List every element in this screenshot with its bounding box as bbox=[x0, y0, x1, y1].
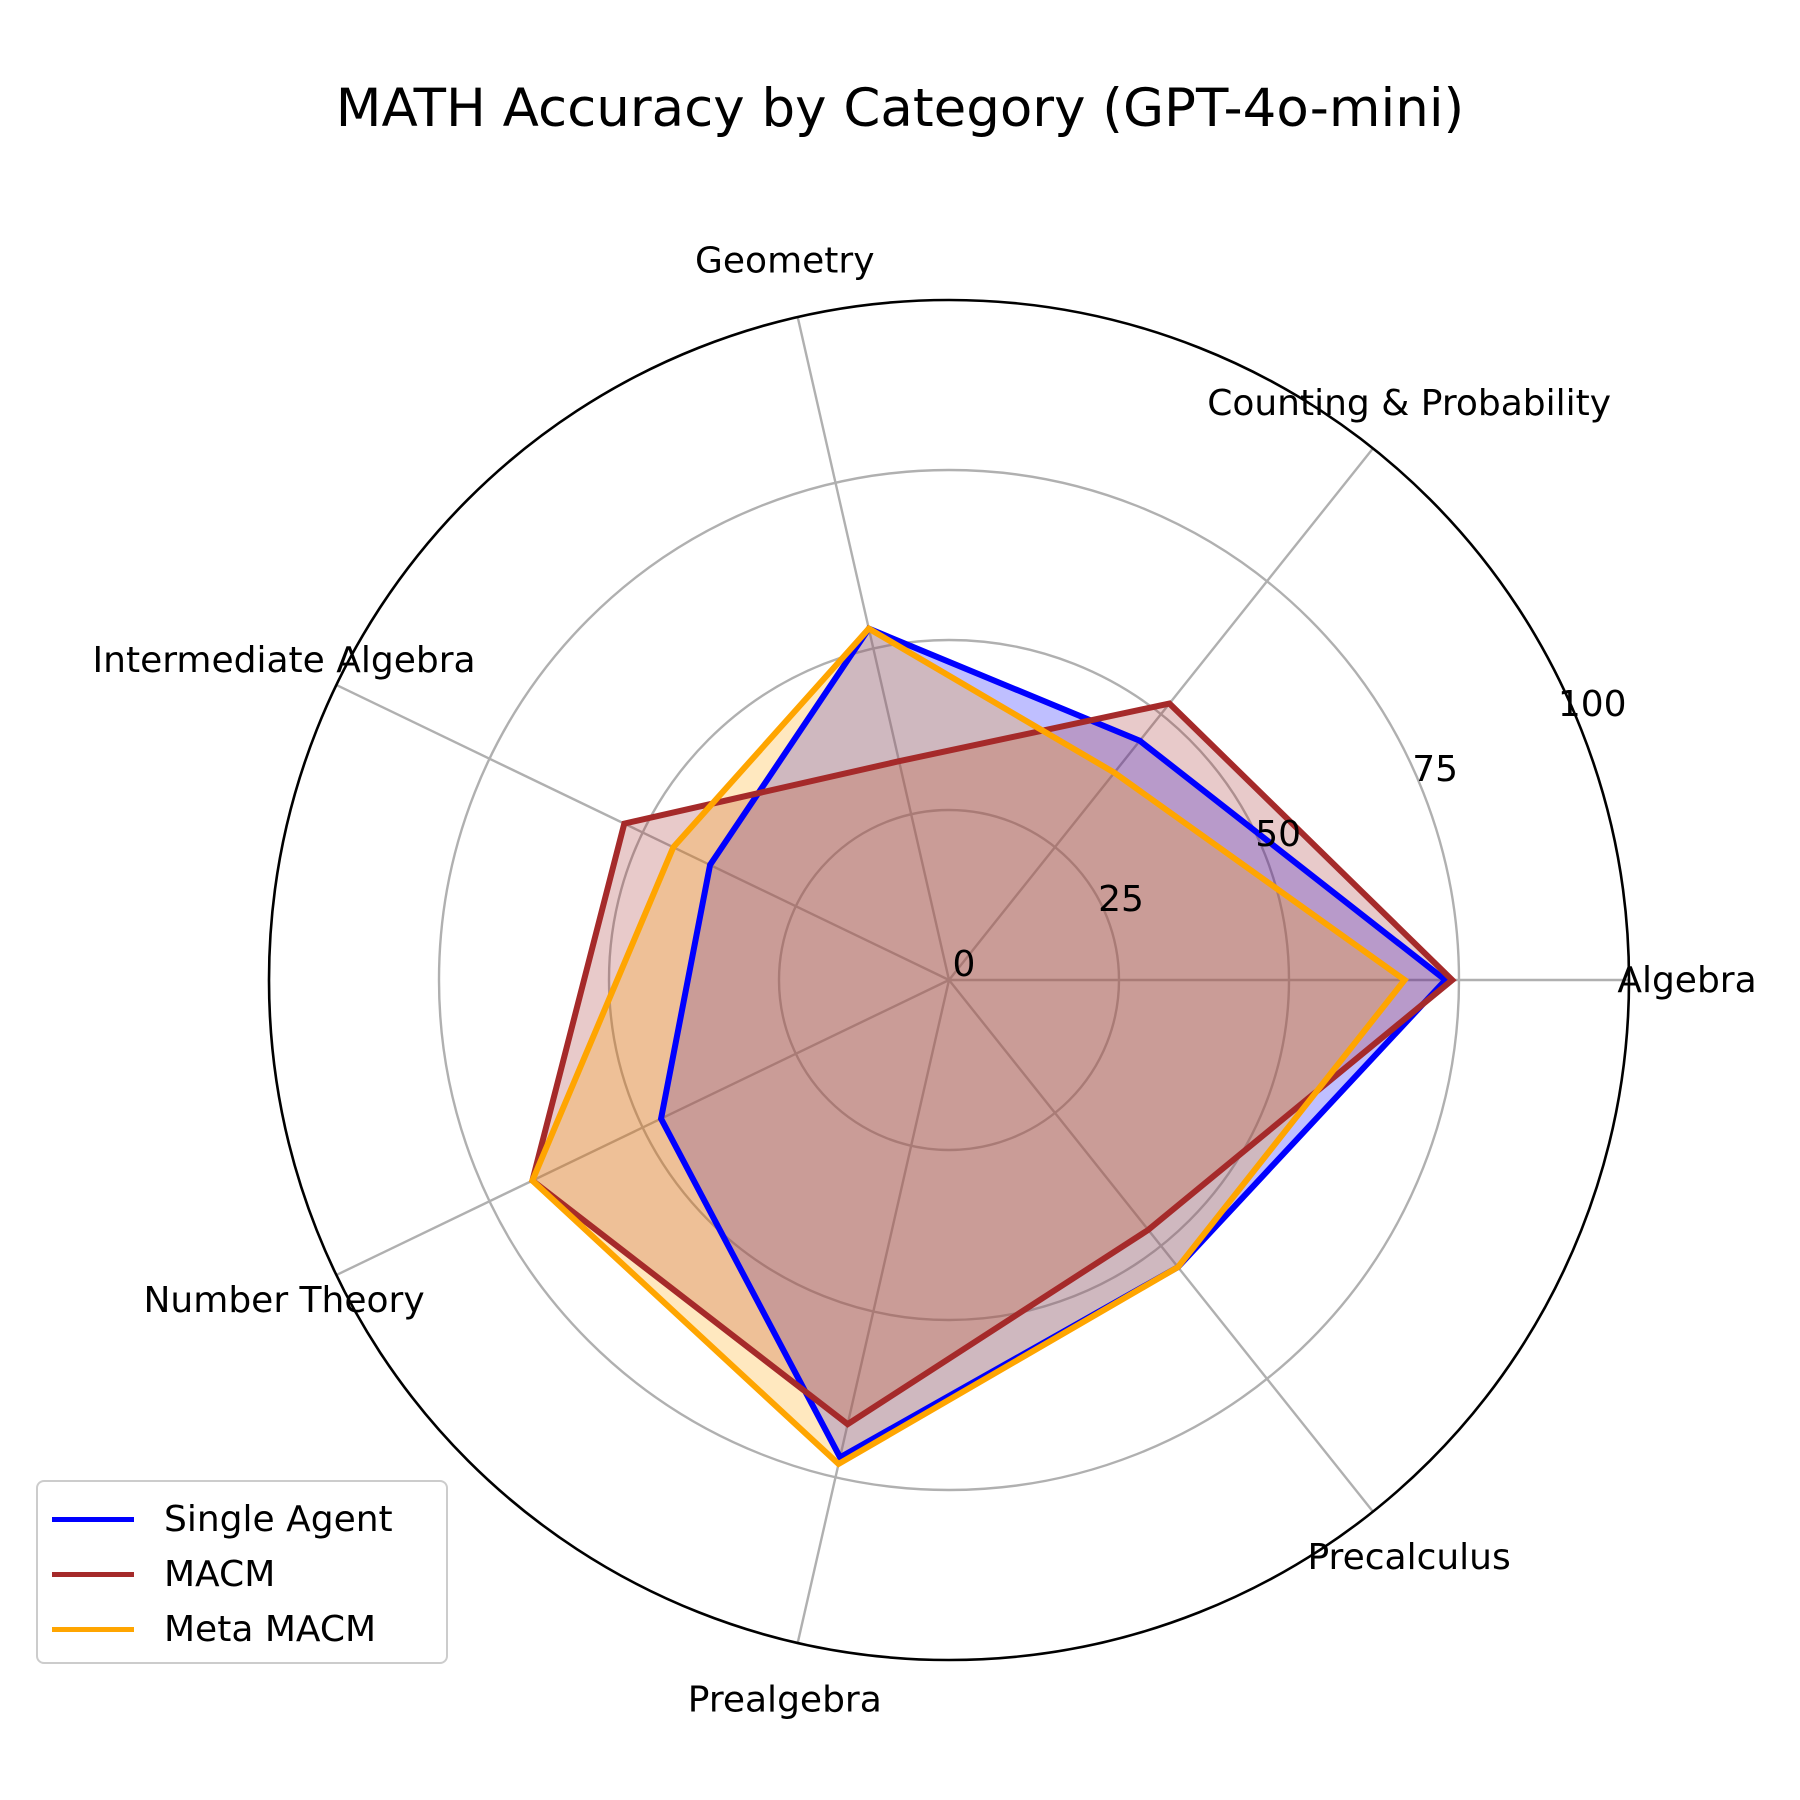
legend-swatch-macm bbox=[52, 1572, 134, 1577]
legend-label: Meta MACM bbox=[164, 1609, 377, 1650]
series-line bbox=[528, 700, 1457, 1428]
category-label: Geometry bbox=[695, 241, 875, 282]
polar-frame bbox=[267, 298, 1631, 1662]
category-label: Algebra bbox=[1617, 960, 1756, 1001]
category-label: Precalculus bbox=[1307, 1537, 1510, 1578]
radial-tick-label: 75 bbox=[1412, 749, 1458, 790]
legend-label: Single Agent bbox=[164, 1499, 393, 1540]
grid-spoke bbox=[335, 683, 950, 982]
legend: Single Agent MACM Meta MACM bbox=[36, 1480, 448, 1664]
series-area bbox=[661, 628, 1446, 1458]
category-label: Prealgebra bbox=[688, 1679, 882, 1720]
category-label: Number Theory bbox=[144, 1280, 425, 1321]
legend-swatch-meta-macm bbox=[52, 1627, 134, 1632]
grid-spoke bbox=[335, 978, 950, 1277]
legend-item-single-agent: Single Agent bbox=[52, 1492, 446, 1547]
legend-swatch-single-agent bbox=[52, 1517, 134, 1522]
category-label: Counting & Probability bbox=[1207, 383, 1611, 424]
chart-title: MATH Accuracy by Category (GPT-4o-mini) bbox=[335, 78, 1465, 139]
series-line bbox=[528, 624, 1409, 1468]
grid-spoke bbox=[948, 447, 1374, 981]
grid-spoke bbox=[796, 979, 951, 1644]
series-area bbox=[532, 628, 1405, 1464]
grid-spoke bbox=[796, 316, 951, 981]
legend-label: MACM bbox=[164, 1554, 276, 1595]
radial-tick-label: 100 bbox=[1558, 684, 1627, 725]
legend-item-macm: MACM bbox=[52, 1547, 446, 1602]
category-label: Intermediate Algebra bbox=[93, 640, 476, 681]
legend-item-meta-macm: Meta MACM bbox=[52, 1602, 446, 1657]
series-area bbox=[532, 703, 1453, 1425]
grid-spoke bbox=[948, 979, 1374, 1513]
radial-tick-label: 0 bbox=[953, 944, 976, 985]
radial-tick-label: 50 bbox=[1255, 814, 1301, 855]
radial-tick-label: 25 bbox=[1098, 879, 1144, 920]
